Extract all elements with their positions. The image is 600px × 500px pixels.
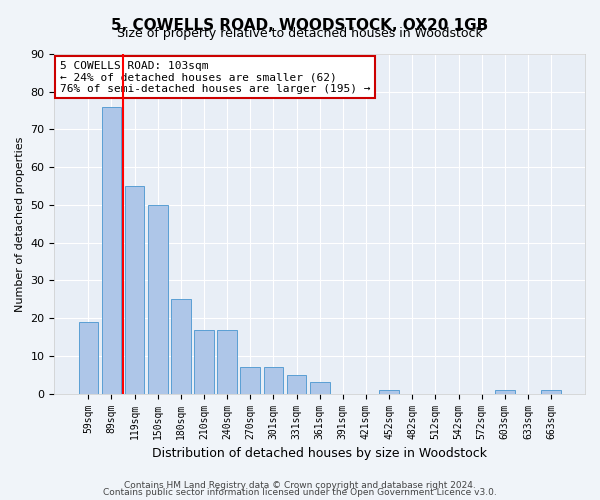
Bar [194, 330, 214, 394]
Bar [310, 382, 329, 394]
Bar [125, 186, 145, 394]
Bar [148, 205, 167, 394]
Bar [263, 368, 283, 394]
Bar [241, 368, 260, 394]
Text: Contains public sector information licensed under the Open Government Licence v3: Contains public sector information licen… [103, 488, 497, 497]
Text: Contains HM Land Registry data © Crown copyright and database right 2024.: Contains HM Land Registry data © Crown c… [124, 480, 476, 490]
Y-axis label: Number of detached properties: Number of detached properties [15, 136, 25, 312]
Text: 5, COWELLS ROAD, WOODSTOCK, OX20 1GB: 5, COWELLS ROAD, WOODSTOCK, OX20 1GB [112, 18, 488, 32]
Bar [217, 330, 237, 394]
Bar [79, 322, 98, 394]
Bar [495, 390, 515, 394]
Text: Size of property relative to detached houses in Woodstock: Size of property relative to detached ho… [117, 28, 483, 40]
Bar [287, 375, 307, 394]
X-axis label: Distribution of detached houses by size in Woodstock: Distribution of detached houses by size … [152, 447, 487, 460]
Text: 5 COWELLS ROAD: 103sqm
← 24% of detached houses are smaller (62)
76% of semi-det: 5 COWELLS ROAD: 103sqm ← 24% of detached… [60, 61, 370, 94]
Bar [171, 300, 191, 394]
Bar [101, 107, 121, 394]
Bar [541, 390, 561, 394]
Bar [379, 390, 399, 394]
